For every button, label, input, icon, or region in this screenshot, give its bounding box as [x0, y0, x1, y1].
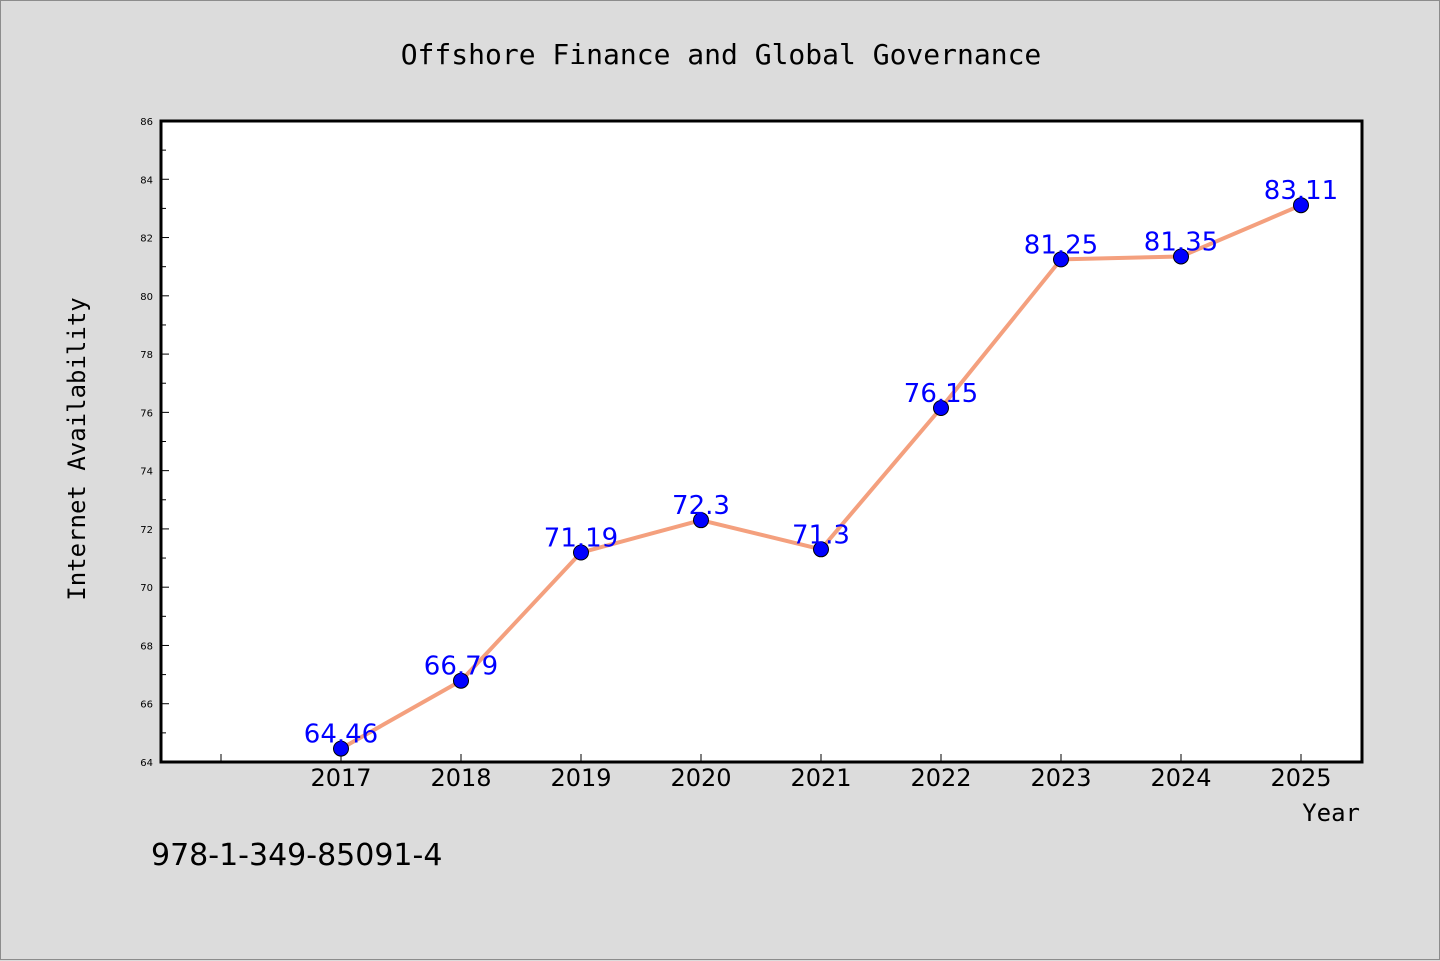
data-point [1173, 248, 1189, 265]
data-point [693, 512, 709, 529]
data-label-layer: 64.46 66.79 71.19 72.3 71.3 76.15 81.25 81.35 83… [304, 176, 1338, 749]
y-axis-label: Internet Availability [63, 297, 91, 600]
data-label: 66.79 [424, 652, 498, 682]
y-tick-label: 66 [140, 700, 153, 711]
x-tick-label: 2022 [910, 764, 971, 792]
data-point [1053, 251, 1069, 268]
data-point [1293, 197, 1309, 214]
data-label: 71.3 [792, 520, 850, 550]
data-point [813, 541, 829, 558]
y-tick-label: 74 [140, 467, 153, 478]
data-label: 72.3 [672, 491, 730, 521]
isbn-annotation: 978-1-349-85091-4 [151, 838, 442, 873]
x-tick-label: 2024 [1150, 764, 1211, 792]
y-tick-label: 76 [140, 408, 153, 419]
data-point [453, 672, 469, 689]
x-axis-label: Year [1302, 799, 1360, 827]
data-label: 81.25 [1024, 230, 1098, 260]
y-tick-label: 68 [140, 641, 153, 652]
x-tick-label: 2021 [790, 764, 851, 792]
x-tick-label: 2019 [550, 764, 611, 792]
data-label: 64.46 [304, 720, 378, 750]
data-point [933, 399, 949, 416]
chart-title: Offshore Finance and Global Governance [401, 38, 1042, 71]
y-tick-label: 78 [140, 350, 153, 361]
y-tick-label: 82 [140, 234, 153, 245]
data-point [573, 544, 589, 561]
marker-layer [333, 197, 1309, 757]
plot-area [159, 119, 1364, 764]
y-tick-label: 70 [140, 583, 153, 594]
x-tick-label: 2020 [670, 764, 731, 792]
data-label: 71.19 [544, 524, 618, 554]
y-tick-label: 80 [140, 292, 153, 303]
x-tick-label: 2025 [1270, 764, 1331, 792]
x-tick-label: 2017 [310, 764, 371, 792]
x-tick-label: 2018 [430, 764, 491, 792]
data-label: 83.11 [1264, 176, 1338, 206]
data-point [333, 740, 349, 757]
y-tick-label: 64 [140, 758, 153, 769]
y-tick-label: 86 [140, 117, 153, 128]
y-axis-ticks: 64 66 68 70 72 74 76 78 80 82 84 86 [140, 117, 169, 769]
x-axis-ticks: 2017 2018 2019 2020 2021 2022 2023 2024 2025 [220, 754, 1332, 792]
data-label: 76.15 [904, 379, 978, 409]
x-tick-label: 2023 [1030, 764, 1091, 792]
y-tick-label: 72 [140, 525, 153, 536]
y-tick-label: 84 [140, 175, 153, 186]
data-label: 81.35 [1144, 227, 1218, 257]
